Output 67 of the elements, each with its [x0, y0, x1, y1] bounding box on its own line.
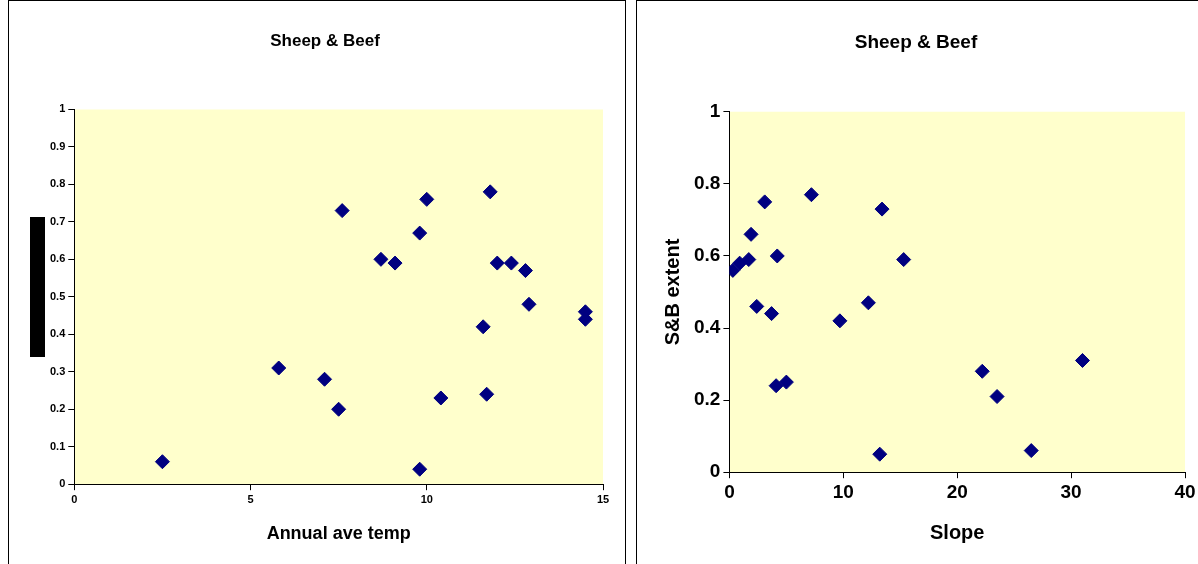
- point: [489, 255, 505, 271]
- y-tick-label: 0.3: [49, 364, 66, 377]
- point: [154, 454, 170, 470]
- y-tick-label: 0: [709, 460, 721, 482]
- point: [732, 255, 748, 271]
- point: [433, 390, 449, 406]
- point: [1023, 443, 1039, 459]
- chart-title: Sheep & Beef: [270, 30, 381, 50]
- point: [764, 306, 780, 322]
- point: [373, 251, 389, 267]
- y-tick-label: 0.4: [693, 316, 721, 338]
- point: [974, 363, 990, 379]
- point: [479, 386, 495, 402]
- point: [475, 319, 491, 335]
- y-tick-label: 0.6: [49, 252, 66, 265]
- y-tick-label: 0.7: [49, 214, 66, 227]
- point: [778, 374, 794, 390]
- point: [503, 255, 519, 271]
- x-tick-label: 0: [71, 492, 78, 505]
- point: [989, 389, 1005, 405]
- point: [334, 203, 350, 219]
- x-tick-label: 20: [946, 480, 968, 502]
- y-tick-label: 0.2: [693, 388, 721, 410]
- x-tick-label: 10: [832, 480, 854, 502]
- point: [419, 191, 435, 207]
- x-tick-label: 40: [1174, 480, 1196, 502]
- y-axis-title: S&B extent: [660, 238, 683, 346]
- y-tick-label: 0.6: [693, 244, 721, 266]
- y-tick-label: 0.8: [693, 172, 721, 194]
- point: [769, 248, 785, 264]
- point: [317, 371, 333, 387]
- y-tick-label: 1: [59, 102, 66, 115]
- x-tick-label: 5: [247, 492, 254, 505]
- x-axis-title: Slope: [929, 520, 985, 543]
- x-tick-label: 10: [420, 492, 433, 505]
- point: [749, 298, 765, 314]
- point: [832, 313, 848, 329]
- point: [521, 296, 537, 312]
- point: [757, 194, 773, 210]
- point: [517, 263, 533, 279]
- y-tick-label: 1: [709, 100, 721, 122]
- point: [874, 201, 890, 217]
- point: [412, 461, 428, 477]
- y-tick-label: 0.9: [49, 139, 66, 152]
- y-tick-label: 0.8: [49, 177, 66, 190]
- x-axis-title: Annual ave temp: [266, 523, 411, 544]
- point: [803, 187, 819, 203]
- x-tick-label: 30: [1060, 480, 1082, 502]
- point: [860, 295, 876, 311]
- y-tick-label: 0.4: [49, 327, 67, 340]
- y-tick-label: 0.5: [49, 289, 66, 302]
- point: [387, 255, 403, 271]
- point: [1074, 352, 1090, 368]
- y-tick-label: 0.1: [49, 439, 66, 452]
- y-tick-label: 0.2: [49, 402, 66, 415]
- point: [271, 360, 287, 376]
- point: [872, 446, 888, 462]
- point: [741, 252, 757, 268]
- point: [896, 252, 912, 268]
- point: [331, 401, 347, 417]
- x-tick-label: 0: [724, 480, 735, 502]
- chart-title: Sheep & Beef: [854, 30, 978, 52]
- point: [412, 225, 428, 241]
- point: [743, 226, 759, 242]
- point: [482, 184, 498, 200]
- point: [768, 378, 784, 394]
- x-tick-label: 15: [596, 492, 610, 505]
